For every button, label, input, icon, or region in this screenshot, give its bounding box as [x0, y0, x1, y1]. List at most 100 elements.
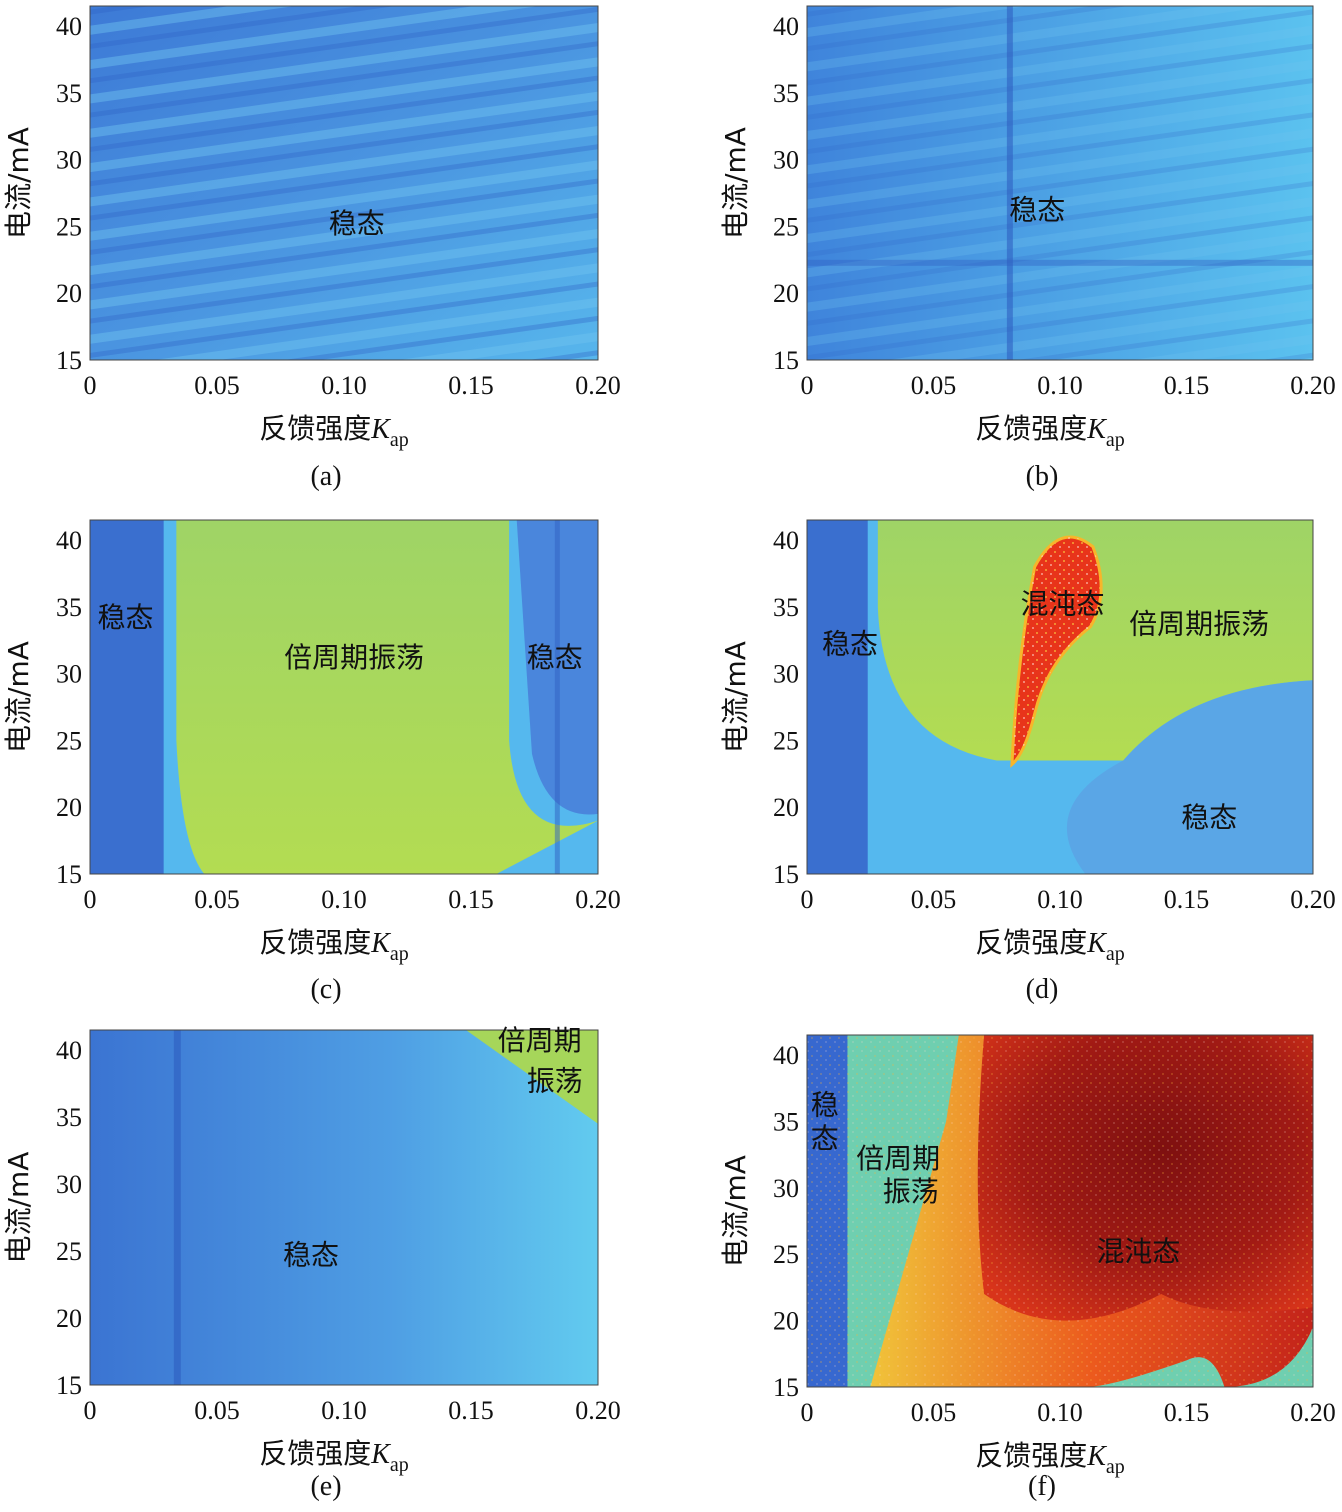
- y-tick-label: 30: [773, 146, 799, 175]
- x-tick-label: 0.05: [911, 371, 957, 400]
- region-label-period-doubling: 倍周期: [856, 1142, 940, 1175]
- y-tick-label: 30: [56, 660, 82, 689]
- region-label-steady: 稳态: [1181, 801, 1237, 834]
- x-tick-label: 0.10: [321, 885, 367, 914]
- region-label-period-doubling: 振荡: [883, 1175, 939, 1208]
- y-tick-label: 25: [56, 1237, 82, 1266]
- y-tick-label: 30: [56, 146, 82, 175]
- y-axis-label: 电流/mA: [719, 127, 752, 239]
- y-tick-label: 40: [56, 12, 82, 41]
- y-tick-label: 15: [773, 860, 799, 889]
- y-tick-label: 20: [56, 793, 82, 822]
- x-axis-label: 反馈强度Kap: [975, 926, 1125, 965]
- x-tick-label: 0.15: [448, 371, 494, 400]
- y-tick-label: 30: [56, 1170, 82, 1199]
- x-tick-label: 0.20: [575, 1396, 621, 1425]
- y-tick-label: 15: [56, 346, 82, 375]
- x-tick-label: 0.10: [1037, 1398, 1083, 1427]
- panel-caption: (c): [310, 974, 341, 1005]
- y-tick-label: 25: [773, 726, 799, 755]
- y-tick-label: 40: [773, 12, 799, 41]
- region-label-period-doubling: 倍周期振荡: [1129, 608, 1269, 641]
- y-tick-label: 30: [773, 1174, 799, 1203]
- x-tick-label: 0.05: [911, 1398, 957, 1427]
- y-tick-label: 25: [773, 1240, 799, 1269]
- y-tick-label: 20: [56, 1304, 82, 1333]
- y-tick-label: 35: [773, 1107, 799, 1136]
- x-tick-label: 0: [801, 371, 814, 400]
- x-tick-label: 0: [801, 1398, 814, 1427]
- y-tick-label: 15: [56, 1371, 82, 1400]
- panel-a: 0 0.05 0.10 0.15 0.20 15 20 25 30 35 40 反馈强度Kap 电流/m…: [2, 5, 621, 492]
- y-axis-label: 电流/mA: [2, 127, 35, 239]
- x-tick-label: 0.15: [448, 1396, 494, 1425]
- panel-caption: (b): [1026, 461, 1059, 492]
- y-axis-label: 电流/mA: [2, 1152, 35, 1264]
- region-label-steady: 稳态: [527, 641, 583, 674]
- x-tick-label: 0.10: [1037, 885, 1083, 914]
- panel-caption: (d): [1026, 974, 1059, 1005]
- x-tick-label: 0.15: [448, 885, 494, 914]
- x-axis-label: 反馈强度Kap: [259, 926, 409, 965]
- plot-frame: [89, 1029, 599, 1386]
- plot-frame: [89, 519, 599, 875]
- region-label-steady: 稳态: [329, 207, 385, 240]
- heatmap-image: [807, 1035, 1313, 1387]
- x-tick-label: 0.15: [1164, 1398, 1210, 1427]
- y-tick-label: 40: [56, 526, 82, 555]
- x-tick-label: 0: [801, 885, 814, 914]
- region-label-steady: 态: [811, 1122, 839, 1155]
- plot-frame: [806, 1034, 1314, 1388]
- y-tick-label: 30: [773, 660, 799, 689]
- x-tick-label: 0.05: [194, 1396, 240, 1425]
- x-axis-label: 反馈强度Kap: [259, 412, 409, 451]
- x-tick-label: 0.10: [321, 371, 367, 400]
- y-tick-label: 35: [773, 79, 799, 108]
- y-tick-label: 15: [773, 346, 799, 375]
- panel-b: 0 0.05 0.10 0.15 0.20 15 20 25 30 35 40 反馈强度Kap 电流/m…: [719, 5, 1336, 492]
- region-label-steady: 稳: [811, 1089, 839, 1122]
- panel-caption: (f): [1028, 1471, 1056, 1502]
- panel-c: 0 0.05 0.10 0.15 0.20 15 20 25 30 35 40 反馈强度Kap 电流/m…: [2, 519, 621, 1005]
- x-tick-label: 0: [84, 1396, 97, 1425]
- y-tick-label: 20: [773, 793, 799, 822]
- x-tick-label: 0.20: [1290, 1398, 1336, 1427]
- y-tick-label: 40: [56, 1036, 82, 1065]
- panel-caption: (e): [310, 1471, 341, 1502]
- plot-frame: [806, 5, 1314, 361]
- x-axis-label: 反馈强度Kap: [259, 1437, 409, 1476]
- y-tick-label: 15: [56, 860, 82, 889]
- y-tick-label: 20: [773, 279, 799, 308]
- y-tick-label: 20: [773, 1307, 799, 1336]
- heatmap-image: [90, 1030, 598, 1385]
- heatmap-image: [807, 6, 1313, 360]
- panel-caption: (a): [310, 461, 341, 492]
- x-tick-label: 0.20: [1290, 371, 1336, 400]
- region-label-steady: 稳态: [1009, 194, 1065, 227]
- region-label-period-doubling: 倍周期: [498, 1024, 582, 1057]
- region-label-period-doubling: 振荡: [527, 1064, 583, 1097]
- y-tick-label: 25: [56, 726, 82, 755]
- x-tick-label: 0.05: [911, 885, 957, 914]
- x-tick-label: 0.10: [321, 1396, 367, 1425]
- y-axis-label: 电流/mA: [719, 1155, 752, 1267]
- x-tick-label: 0.15: [1164, 885, 1210, 914]
- y-tick-label: 35: [56, 79, 82, 108]
- region-label-chaos: 混沌态: [1096, 1235, 1180, 1268]
- y-tick-label: 25: [56, 212, 82, 241]
- y-tick-label: 20: [56, 279, 82, 308]
- x-tick-label: 0: [84, 371, 97, 400]
- y-tick-label: 35: [773, 593, 799, 622]
- x-tick-label: 0.20: [575, 885, 621, 914]
- region-label-steady: 稳态: [283, 1238, 339, 1271]
- x-tick-label: 0.20: [1290, 885, 1336, 914]
- y-tick-label: 25: [773, 212, 799, 241]
- plot-frame: [806, 519, 1314, 875]
- x-tick-label: 0.20: [575, 371, 621, 400]
- panel-d: 0 0.05 0.10 0.15 0.20 15 20 25 30 35 40 反馈强度Kap 电流/m…: [719, 519, 1336, 1005]
- panel-e: 0 0.05 0.10 0.15 0.20 15 20 25 30 35 40 反馈强度Kap 电流/m…: [2, 1024, 621, 1502]
- heatmap-image: [807, 520, 1313, 874]
- heatmap-image: [90, 6, 598, 360]
- heatmap-image: [90, 520, 598, 874]
